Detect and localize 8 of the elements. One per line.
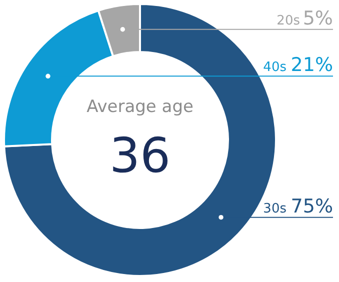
slice-label: 30s xyxy=(263,201,287,216)
data-label: 75% xyxy=(290,195,333,218)
data-label: 5% xyxy=(302,7,333,30)
slice-label: 40s xyxy=(263,60,287,76)
data-label: 21% xyxy=(290,54,333,76)
slice-label: 20s xyxy=(276,13,300,28)
text: Average age xyxy=(86,97,194,117)
text: 36 xyxy=(109,128,171,184)
